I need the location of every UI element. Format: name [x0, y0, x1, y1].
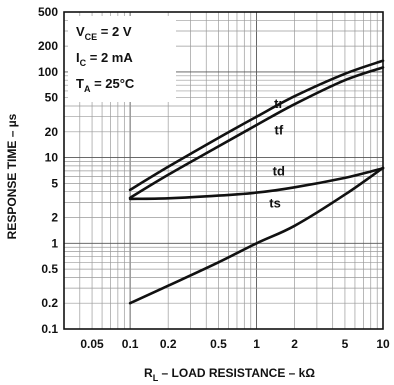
y-tick-label: 200 [38, 39, 58, 53]
x-tick-label: 1 [253, 337, 260, 351]
y-tick-label: 10 [45, 151, 59, 165]
y-tick-label: 0.5 [41, 262, 58, 276]
y-axis-title: RESPONSE TIME – µs [5, 113, 19, 239]
conditions-background [68, 16, 176, 102]
condition-line: VCE = 2 V [76, 24, 132, 42]
y-tick-label: 0.2 [41, 296, 58, 310]
x-axis-title: RL – LOAD RESISTANCE – kΩ [144, 366, 315, 383]
x-tick-label: 0.1 [122, 337, 139, 351]
conditions-box: VCE = 2 V IC = 2 mA TA = 25°C [68, 16, 176, 102]
condition-line: TA = 25°C [76, 76, 135, 94]
y-tick-label: 20 [45, 125, 59, 139]
y-tick-label: 100 [38, 65, 58, 79]
y-tick-label: 500 [38, 5, 58, 19]
x-tick-label: 0.5 [210, 337, 227, 351]
y-tick-labels: 0.1 0.2 0.5 1 2 5 10 20 50 100 200 500 [38, 5, 58, 336]
y-tick-label: 2 [51, 211, 58, 225]
x-tick-label: 10 [376, 337, 390, 351]
series-td-label: td [273, 163, 285, 178]
series-tf-line [128, 66, 385, 200]
series-tf-label: tf [274, 123, 283, 138]
curves [128, 59, 385, 305]
curve-labels: tr tf td ts [269, 96, 285, 211]
plot-frame [63, 11, 384, 330]
series-ts-line [128, 166, 385, 305]
y-tick-label: 0.1 [41, 322, 58, 336]
y-tick-label: 1 [51, 236, 58, 250]
y-tick-label: 5 [51, 176, 58, 190]
x-tick-label: 0.05 [80, 337, 104, 351]
x-tick-labels: 0.05 0.1 0.2 0.5 1 2 5 10 [80, 337, 390, 351]
x-tick-label: 2 [291, 337, 298, 351]
series-tr-line [128, 59, 385, 192]
series-tr-label: tr [274, 96, 283, 111]
x-tick-label: 0.2 [160, 337, 177, 351]
series-td-line [128, 167, 385, 201]
series-ts-label: ts [269, 196, 281, 211]
y-tick-label: 50 [45, 91, 59, 105]
condition-line: IC = 2 mA [76, 50, 133, 68]
x-tick-label: 5 [342, 337, 349, 351]
